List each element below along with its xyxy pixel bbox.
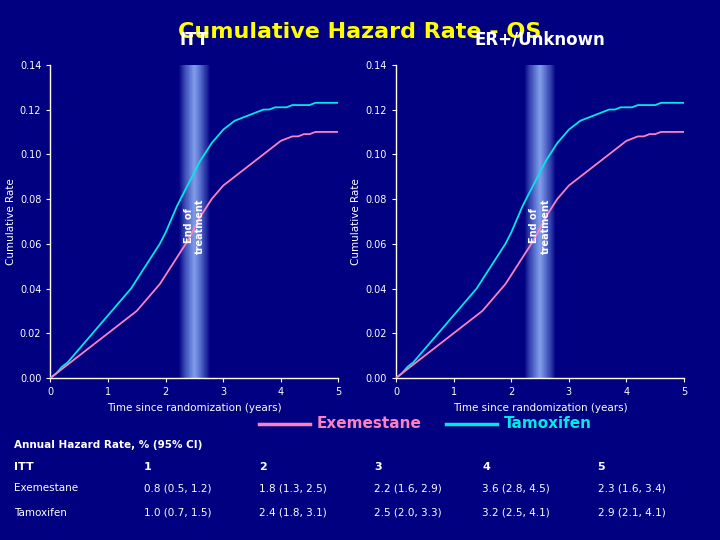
Text: 0.8 (0.5, 1.2): 0.8 (0.5, 1.2) xyxy=(144,483,212,494)
Text: 3: 3 xyxy=(374,462,382,472)
Text: Tamoxifen: Tamoxifen xyxy=(504,416,592,431)
Text: 1: 1 xyxy=(144,462,152,472)
X-axis label: Time since randomization (years): Time since randomization (years) xyxy=(107,403,282,413)
Text: Tamoxifen: Tamoxifen xyxy=(14,508,67,518)
Y-axis label: Cumulative Rate: Cumulative Rate xyxy=(351,178,361,265)
Text: Exemestane: Exemestane xyxy=(14,483,78,494)
Text: 1.8 (1.3, 2.5): 1.8 (1.3, 2.5) xyxy=(259,483,327,494)
Text: ITT: ITT xyxy=(180,31,209,49)
Text: 2.5 (2.0, 3.3): 2.5 (2.0, 3.3) xyxy=(374,508,442,518)
Text: Annual Hazard Rate, % (95% CI): Annual Hazard Rate, % (95% CI) xyxy=(14,440,203,450)
Text: 2.2 (1.6, 2.9): 2.2 (1.6, 2.9) xyxy=(374,483,442,494)
Text: ITT: ITT xyxy=(14,462,34,472)
Text: 4: 4 xyxy=(482,462,490,472)
Text: 5: 5 xyxy=(598,462,606,472)
Text: Cumulative Hazard Rate - OS: Cumulative Hazard Rate - OS xyxy=(179,22,541,42)
Text: Exemestane: Exemestane xyxy=(317,416,422,431)
Text: ER+/Unknown: ER+/Unknown xyxy=(474,31,606,49)
Text: 3.6 (2.8, 4.5): 3.6 (2.8, 4.5) xyxy=(482,483,550,494)
Text: End of
treatment: End of treatment xyxy=(184,198,205,254)
Text: 1.0 (0.7, 1.5): 1.0 (0.7, 1.5) xyxy=(144,508,212,518)
Text: 2.4 (1.8, 3.1): 2.4 (1.8, 3.1) xyxy=(259,508,327,518)
Text: 2.3 (1.6, 3.4): 2.3 (1.6, 3.4) xyxy=(598,483,665,494)
Y-axis label: Cumulative Rate: Cumulative Rate xyxy=(6,178,16,265)
X-axis label: Time since randomization (years): Time since randomization (years) xyxy=(453,403,627,413)
Text: 3.2 (2.5, 4.1): 3.2 (2.5, 4.1) xyxy=(482,508,550,518)
Text: 2.9 (2.1, 4.1): 2.9 (2.1, 4.1) xyxy=(598,508,665,518)
Text: End of
treatment: End of treatment xyxy=(529,198,551,254)
Text: 2: 2 xyxy=(259,462,267,472)
